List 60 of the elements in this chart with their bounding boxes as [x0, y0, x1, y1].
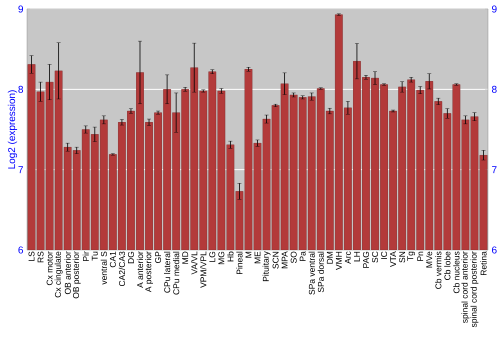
x-tick-label: DM — [326, 252, 333, 264]
x-tick-label: ME — [254, 252, 260, 264]
x-tick-label: CPu lateral — [164, 252, 170, 293]
y2-tick-label: 7 — [492, 166, 497, 174]
x-tick-label: CPu medial — [173, 252, 180, 295]
x-tick-label: VA/VL — [191, 251, 198, 275]
y-tick-label: 6 — [18, 246, 24, 254]
x-tick-label: MG — [218, 252, 224, 264]
y-tick-label: 8 — [18, 86, 24, 93]
x-tick-label: LH — [354, 252, 360, 262]
x-tick-label: Tg — [407, 252, 415, 261]
x-tick-label: Pa — [300, 251, 306, 261]
x-tick-label: spinal cord posterior — [470, 251, 478, 328]
x-tick-label: VMH — [336, 252, 342, 270]
x-tick-label: Hb — [227, 252, 234, 262]
x-tick-label: SN — [399, 252, 406, 263]
x-tick-label: CA1 — [110, 252, 116, 268]
x-tick-label: Cb nucleus — [453, 252, 460, 294]
x-tick-label: Pineal — [236, 252, 243, 274]
x-tick-label: MD — [182, 252, 188, 264]
x-tick-label: Pir — [82, 251, 89, 261]
y2-tick-label: 8 — [492, 86, 497, 93]
y-tick-label: 9 — [18, 5, 24, 13]
x-tick-label: RS — [38, 252, 44, 262]
x-tick-label: spinal cord anterior — [461, 251, 470, 323]
x-tick-label: SC — [372, 252, 378, 263]
x-tick-label: SO — [290, 252, 297, 264]
x-tick-label: ventral S — [100, 252, 107, 285]
x-tick-label: CA2/CA3 — [118, 252, 126, 286]
y-tick-label: 7 — [18, 166, 23, 174]
x-tick-label: Tu — [92, 252, 98, 261]
x-tick-label: GP — [155, 252, 162, 264]
x-tick-label: OB posterior — [72, 251, 81, 298]
x-tick-label: Pituitary — [262, 251, 270, 282]
x-tick-label: SCN — [272, 252, 279, 269]
x-tick-label: MPA — [282, 251, 288, 268]
x-tick-label: SPa ventral — [308, 252, 315, 295]
y2-tick-label: 6 — [492, 246, 497, 254]
x-tick-label: Cx cingulate — [54, 252, 63, 298]
x-tick-label: Cb lobe — [444, 252, 450, 280]
x-tick-label: M — [246, 252, 252, 258]
x-tick-label: MVe — [426, 252, 432, 268]
x-tick-label: VPM/VPL — [200, 251, 206, 288]
y-axis-title: Log2 (expression) — [8, 90, 18, 169]
x-tick-label: IC — [381, 252, 388, 259]
x-tick-label: DG — [128, 252, 134, 264]
x-tick-label: A anterior — [136, 251, 144, 288]
x-tick-label: Pn — [417, 252, 424, 261]
x-tick-label: Arc — [344, 251, 351, 264]
x-tick-label: Cb vermis — [435, 252, 442, 289]
x-tick-label: LG — [209, 252, 216, 262]
x-tick-label: OB anterior — [64, 251, 71, 294]
x-tick-label: Retina — [480, 251, 487, 275]
x-tick-label: Cx motor — [46, 251, 53, 286]
x-tick-label: VTA — [390, 251, 396, 268]
x-tick-label: A posterior — [145, 251, 153, 292]
y2-tick-label: 9 — [492, 5, 497, 13]
x-tick-label: LS — [28, 252, 35, 261]
x-tick-label: PAG — [362, 252, 369, 268]
x-tick-label: SPa dorsal — [318, 252, 324, 292]
